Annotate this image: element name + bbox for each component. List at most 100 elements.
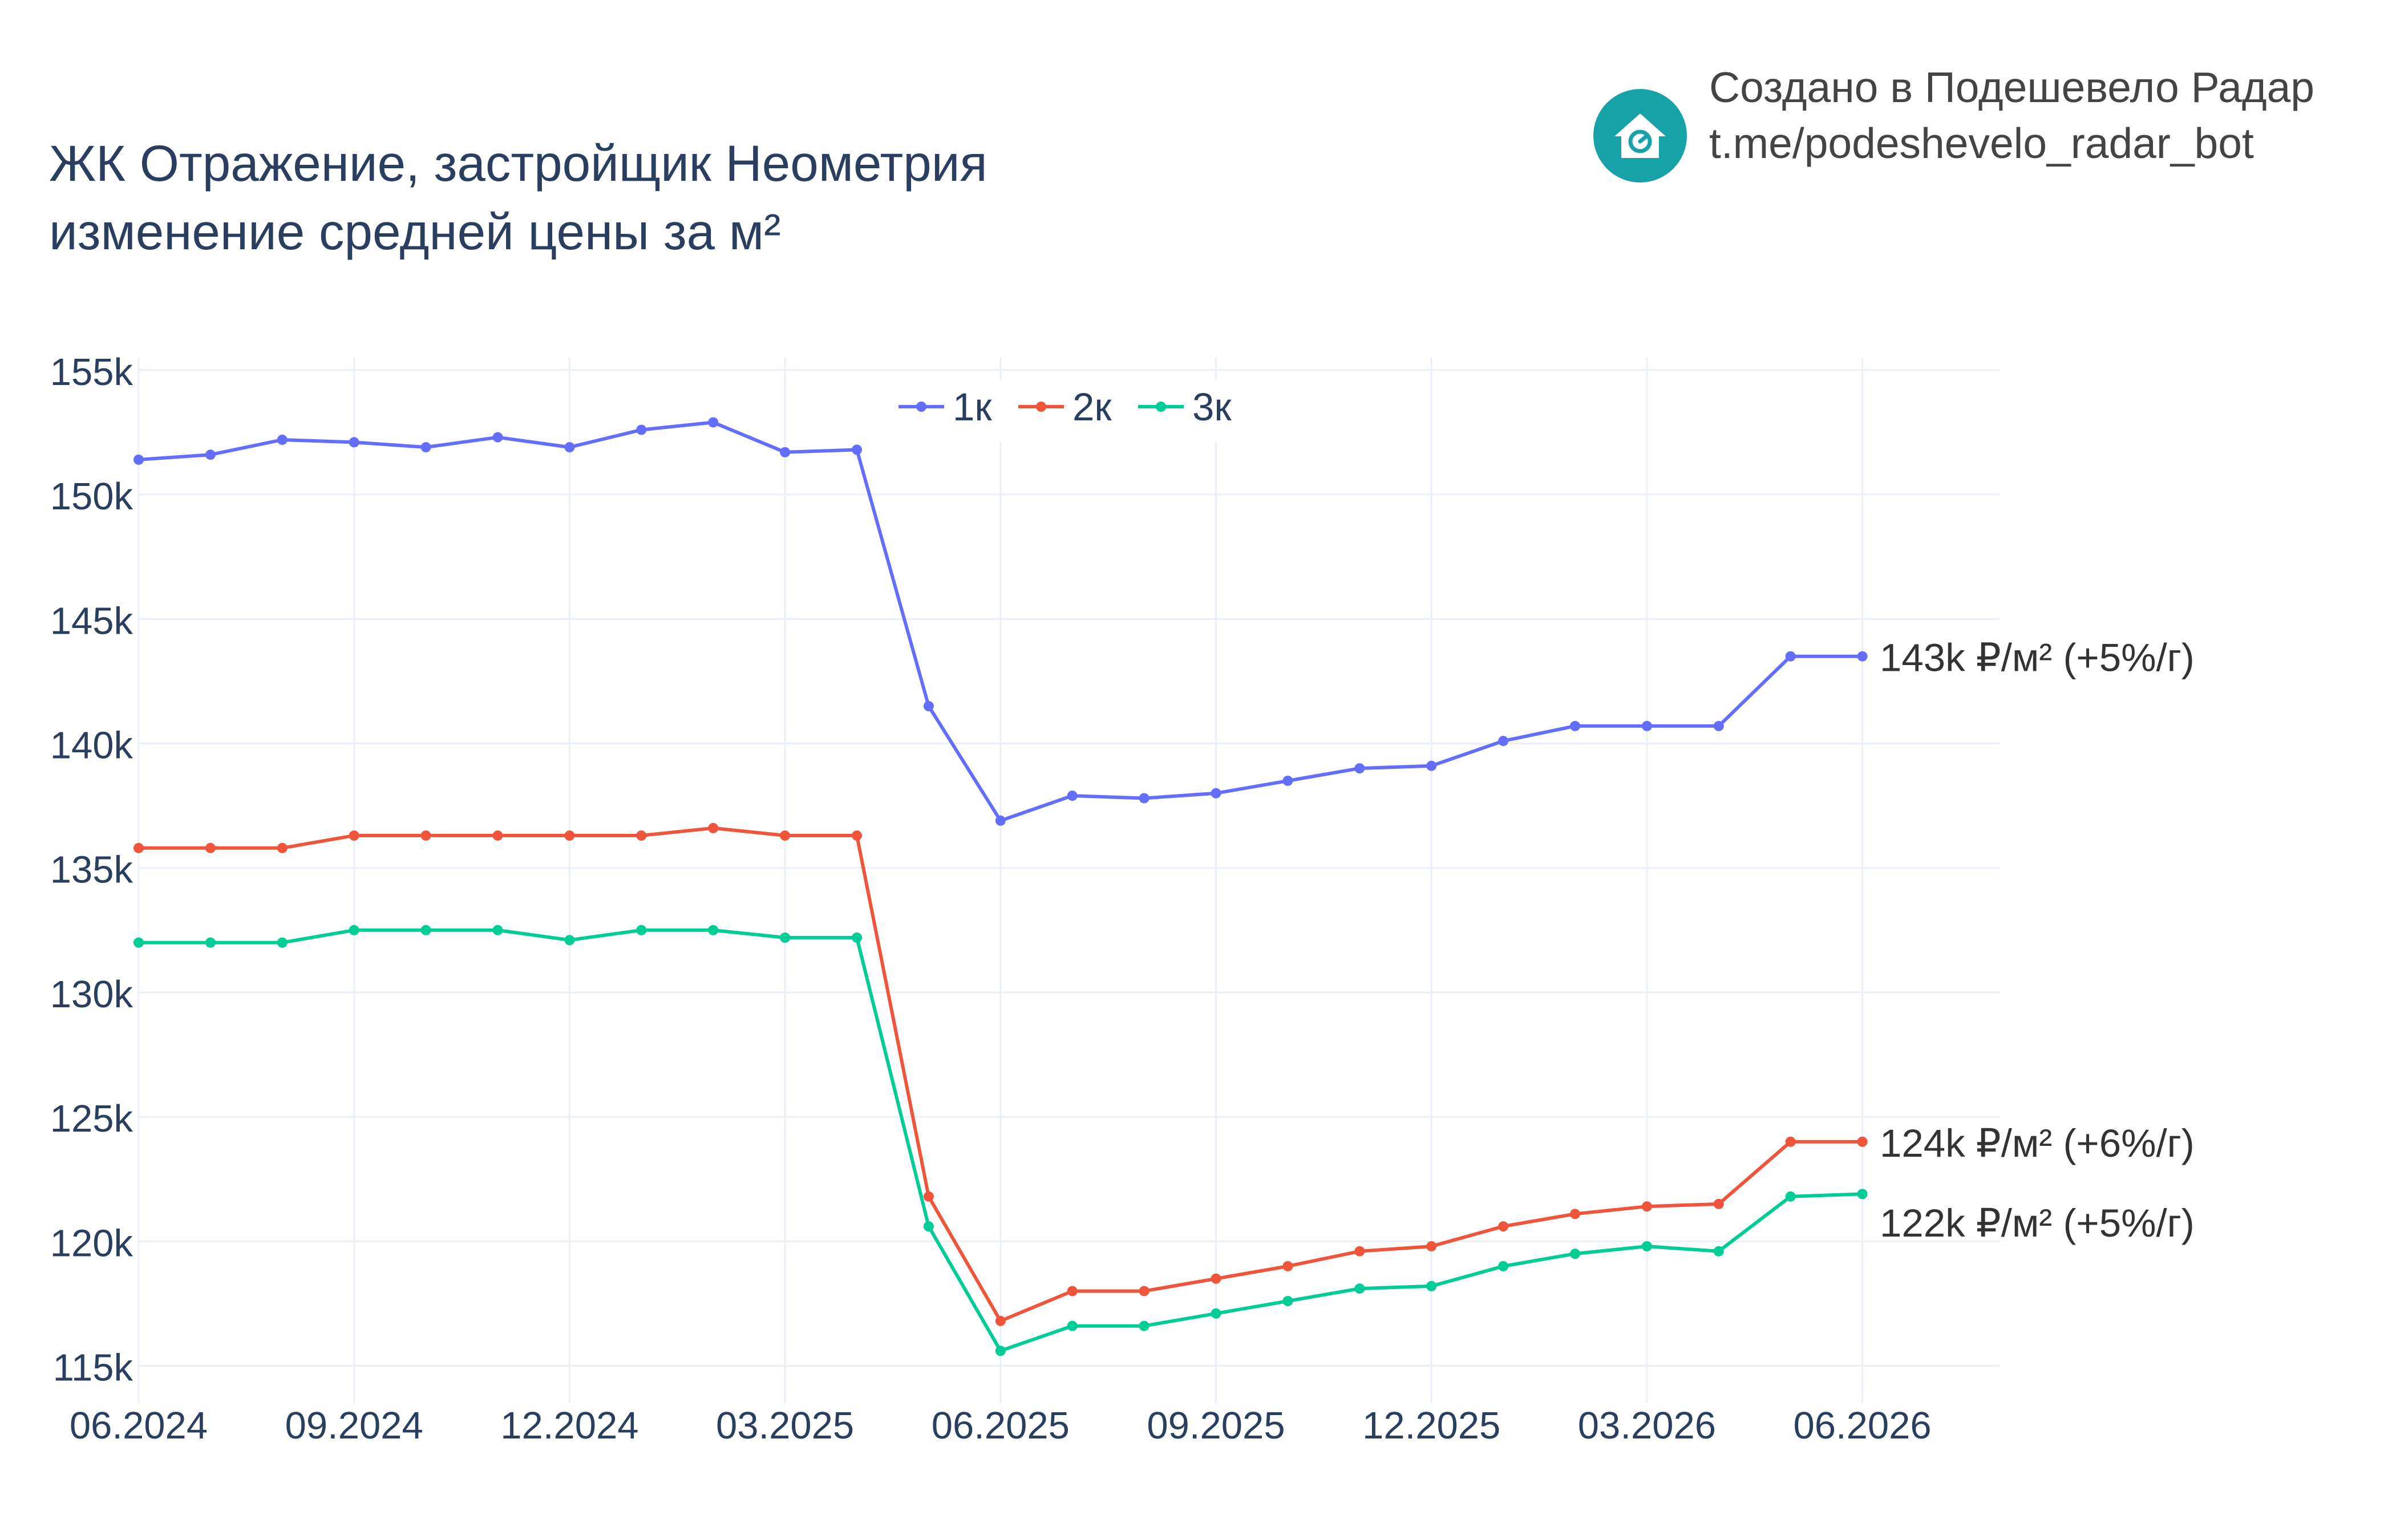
- legend: 1к 2к 3к: [890, 379, 1244, 442]
- data-point: [1067, 791, 1078, 801]
- data-point: [1857, 651, 1868, 662]
- data-point: [1282, 1261, 1293, 1271]
- x-tick-label: 12.2025: [1362, 1404, 1500, 1447]
- data-point: [1139, 1286, 1150, 1296]
- legend-marker: [916, 402, 926, 412]
- series-end-label: 124k ₽/м² (+6%/г): [1880, 1121, 2195, 1165]
- y-tick-label: 115k: [53, 1347, 133, 1389]
- x-tick-label: 03.2026: [1578, 1404, 1716, 1447]
- data-point: [708, 822, 719, 833]
- legend-label: 1к: [953, 385, 992, 429]
- data-point: [1498, 1221, 1509, 1232]
- brand-name: Создано в Подешевело Радар: [1709, 63, 2315, 111]
- data-point: [852, 932, 862, 943]
- data-point: [1498, 736, 1509, 747]
- data-point: [1354, 1283, 1365, 1294]
- data-point: [1139, 793, 1150, 804]
- data-point: [1785, 1136, 1796, 1147]
- data-point: [1282, 775, 1293, 786]
- data-point: [205, 937, 216, 948]
- data-point: [349, 925, 359, 935]
- data-point: [1785, 651, 1796, 662]
- data-point: [133, 454, 144, 465]
- data-point: [1713, 1198, 1724, 1209]
- data-point: [564, 830, 575, 841]
- data-point: [923, 701, 934, 711]
- data-point: [349, 437, 359, 448]
- house-icon: [1593, 89, 1687, 183]
- data-point: [780, 447, 791, 457]
- data-point: [1211, 788, 1221, 799]
- brand-link[interactable]: t.me/podeshevelo_radar_bot: [1709, 119, 2254, 167]
- x-tick-label: 06.2026: [1793, 1404, 1931, 1447]
- data-point: [636, 424, 647, 435]
- data-point: [1641, 1201, 1652, 1212]
- data-point: [1139, 1320, 1150, 1331]
- x-tick-label: 09.2025: [1147, 1404, 1285, 1447]
- legend-background: [890, 379, 1244, 442]
- data-point: [1857, 1136, 1868, 1147]
- x-tick-label: 06.2024: [70, 1404, 208, 1447]
- data-point: [1498, 1261, 1509, 1271]
- x-tick-label: 03.2025: [716, 1404, 854, 1447]
- chart-title-line-1: ЖК Отражение, застройщик Неометрия: [49, 135, 987, 192]
- series-end-label: 122k ₽/м² (+5%/г): [1880, 1201, 2195, 1245]
- data-point: [277, 435, 288, 445]
- data-point: [1426, 1280, 1437, 1291]
- data-point: [995, 1346, 1006, 1356]
- data-point: [852, 444, 862, 455]
- legend-label: 2к: [1072, 385, 1112, 429]
- data-point: [1211, 1273, 1221, 1284]
- legend-marker: [1036, 402, 1046, 412]
- chart-title-line-2: изменение средней цены за м²: [49, 203, 781, 260]
- data-point: [995, 1315, 1006, 1326]
- data-point: [1641, 1241, 1652, 1252]
- data-point: [1785, 1191, 1796, 1202]
- data-point: [780, 830, 791, 841]
- data-point: [636, 830, 647, 841]
- data-point: [852, 830, 862, 841]
- data-point: [1570, 720, 1580, 731]
- y-tick-label: 135k: [50, 849, 133, 891]
- legend-label: 3к: [1192, 385, 1232, 429]
- data-point: [133, 937, 144, 948]
- data-point: [708, 417, 719, 428]
- x-tick-label: 09.2024: [285, 1404, 423, 1447]
- data-point: [1354, 1246, 1365, 1257]
- data-point: [1426, 1241, 1437, 1252]
- data-point: [1570, 1209, 1580, 1219]
- legend-marker: [1156, 402, 1166, 412]
- data-point: [1857, 1189, 1868, 1199]
- data-point: [349, 830, 359, 841]
- data-point: [420, 830, 431, 841]
- data-point: [1713, 1246, 1724, 1257]
- data-point: [205, 842, 216, 853]
- y-tick-label: 125k: [50, 1097, 133, 1140]
- data-point: [492, 830, 503, 841]
- x-tick-label: 12.2024: [500, 1404, 638, 1447]
- data-point: [420, 442, 431, 453]
- data-point: [1570, 1249, 1580, 1259]
- data-point: [564, 935, 575, 946]
- data-point: [205, 449, 216, 460]
- data-point: [1713, 720, 1724, 731]
- data-point: [1282, 1296, 1293, 1307]
- data-point: [923, 1221, 934, 1232]
- data-point: [923, 1191, 934, 1202]
- data-point: [1641, 720, 1652, 731]
- series-end-label: 143k ₽/м² (+5%/г): [1880, 636, 2195, 680]
- data-point: [995, 815, 1006, 826]
- data-point: [277, 842, 288, 853]
- data-point: [1067, 1320, 1078, 1331]
- data-point: [780, 932, 791, 943]
- y-tick-label: 130k: [50, 973, 133, 1016]
- data-point: [492, 432, 503, 443]
- data-point: [708, 925, 719, 935]
- y-tick-label: 150k: [50, 475, 133, 518]
- data-point: [277, 937, 288, 948]
- y-tick-label: 145k: [50, 599, 133, 642]
- data-point: [564, 442, 575, 453]
- y-tick-label: 140k: [50, 724, 133, 767]
- x-tick-label: 06.2025: [932, 1404, 1070, 1447]
- data-point: [1426, 760, 1437, 771]
